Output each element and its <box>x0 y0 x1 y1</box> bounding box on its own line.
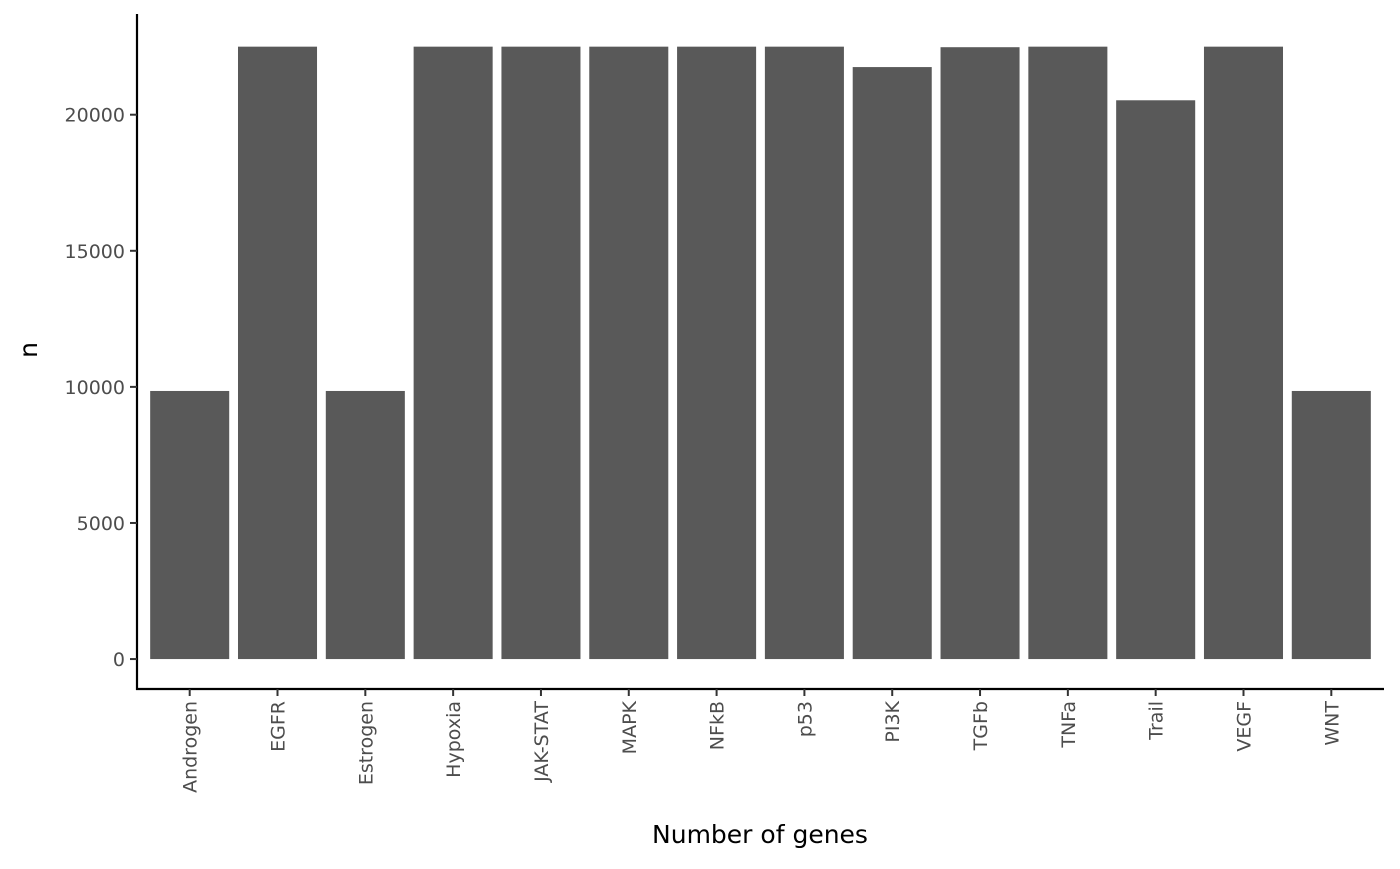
x-tick-label: Androgen <box>180 701 202 793</box>
y-tick-label: 0 <box>113 649 125 671</box>
x-tick-label: Trail <box>1146 701 1168 741</box>
bar-vegf <box>1203 46 1284 660</box>
x-tick-label: Estrogen <box>355 701 377 785</box>
x-tick-label: Hypoxia <box>443 701 465 778</box>
x-ticks: Androgen EGFR Estrogen Hypoxia JAK-STAT MAPK N… <box>180 689 1343 793</box>
x-tick-label: TGFb <box>970 701 992 751</box>
y-tick-label: 15000 <box>65 241 125 263</box>
bar-pi3k <box>852 67 932 660</box>
bar-p53 <box>764 46 844 660</box>
x-tick-label: JAK-STAT <box>531 701 553 783</box>
x-tick-label: VEGF <box>1233 701 1255 752</box>
bar-estrogen <box>325 390 405 660</box>
bar-androgen <box>150 390 230 660</box>
bar-hypoxia <box>413 46 493 660</box>
axes-layer <box>135 14 1384 691</box>
x-tick-label: MAPK <box>619 700 641 754</box>
y-axis-title: n <box>14 342 43 358</box>
x-axis-title: Number of genes <box>652 820 868 849</box>
bar-tnfa <box>1028 46 1108 660</box>
y-tick-label: 5000 <box>77 513 125 535</box>
x-tick-label: PI3K <box>882 700 904 742</box>
bar-jak-stat <box>501 46 581 660</box>
bar-wnt <box>1291 390 1371 660</box>
x-tick-label: NFkB <box>707 701 729 750</box>
x-tick-label: p53 <box>794 701 816 737</box>
x-tick-label: TNFa <box>1058 701 1080 749</box>
y-ticks: 0 5000 10000 15000 20000 <box>65 105 137 671</box>
bar-mapk <box>589 46 669 660</box>
y-tick-label: 20000 <box>65 105 125 127</box>
bar-tgfb <box>940 47 1020 660</box>
x-tick-label: WNT <box>1321 701 1343 746</box>
bar-trail <box>1116 100 1196 660</box>
bar-egfr <box>237 46 318 660</box>
bars-layer <box>150 46 1371 660</box>
x-tick-label: EGFR <box>268 701 290 752</box>
bar-nfkb <box>677 46 757 660</box>
y-tick-label: 10000 <box>65 377 125 399</box>
